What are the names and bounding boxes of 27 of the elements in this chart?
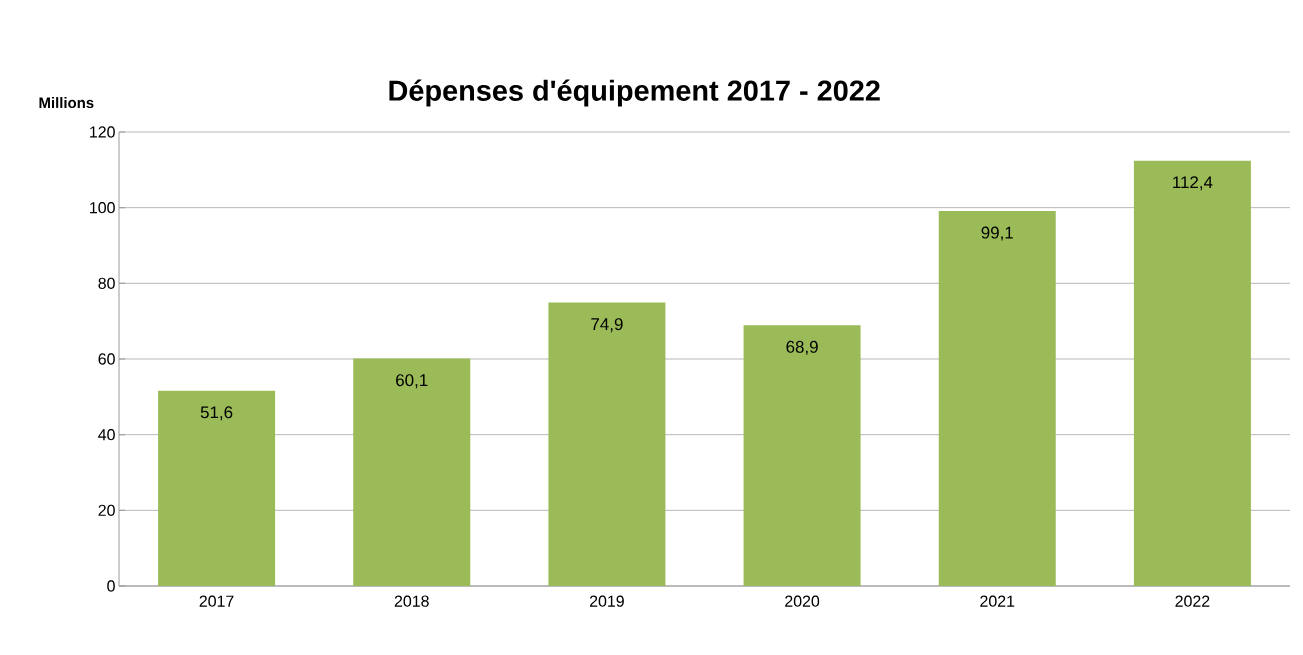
bar [1133, 160, 1251, 586]
x-tick-label: 2022 [1175, 595, 1210, 607]
data-label: 112,4 [1173, 176, 1213, 191]
bar [353, 358, 471, 586]
y-axis-title: Millions [39, 97, 94, 109]
data-label: 68,9 [786, 340, 818, 355]
bar [548, 302, 666, 586]
bar [938, 211, 1056, 586]
y-tick-label: 100 [90, 202, 115, 214]
y-tick-label: 80 [98, 277, 115, 289]
x-tick-label: 2020 [785, 595, 820, 607]
y-tick-label: 60 [98, 353, 115, 365]
x-tick-label: 2017 [199, 595, 234, 607]
y-tick-label: 120 [90, 126, 115, 138]
data-label: 60,1 [396, 374, 428, 389]
y-tick-label: 40 [98, 429, 115, 441]
y-tick-label: 0 [107, 580, 115, 592]
bar [158, 390, 276, 586]
data-label: 99,1 [981, 226, 1013, 241]
y-tick-label: 20 [98, 504, 115, 516]
bar [743, 325, 861, 586]
chart-title: Dépenses d'équipement 2017 - 2022 [389, 79, 880, 107]
data-label: 74,9 [591, 318, 623, 333]
x-tick-label: 2021 [980, 595, 1015, 607]
data-label: 51,6 [200, 406, 233, 421]
x-tick-label: 2018 [394, 595, 429, 607]
x-tick-label: 2019 [589, 595, 624, 607]
